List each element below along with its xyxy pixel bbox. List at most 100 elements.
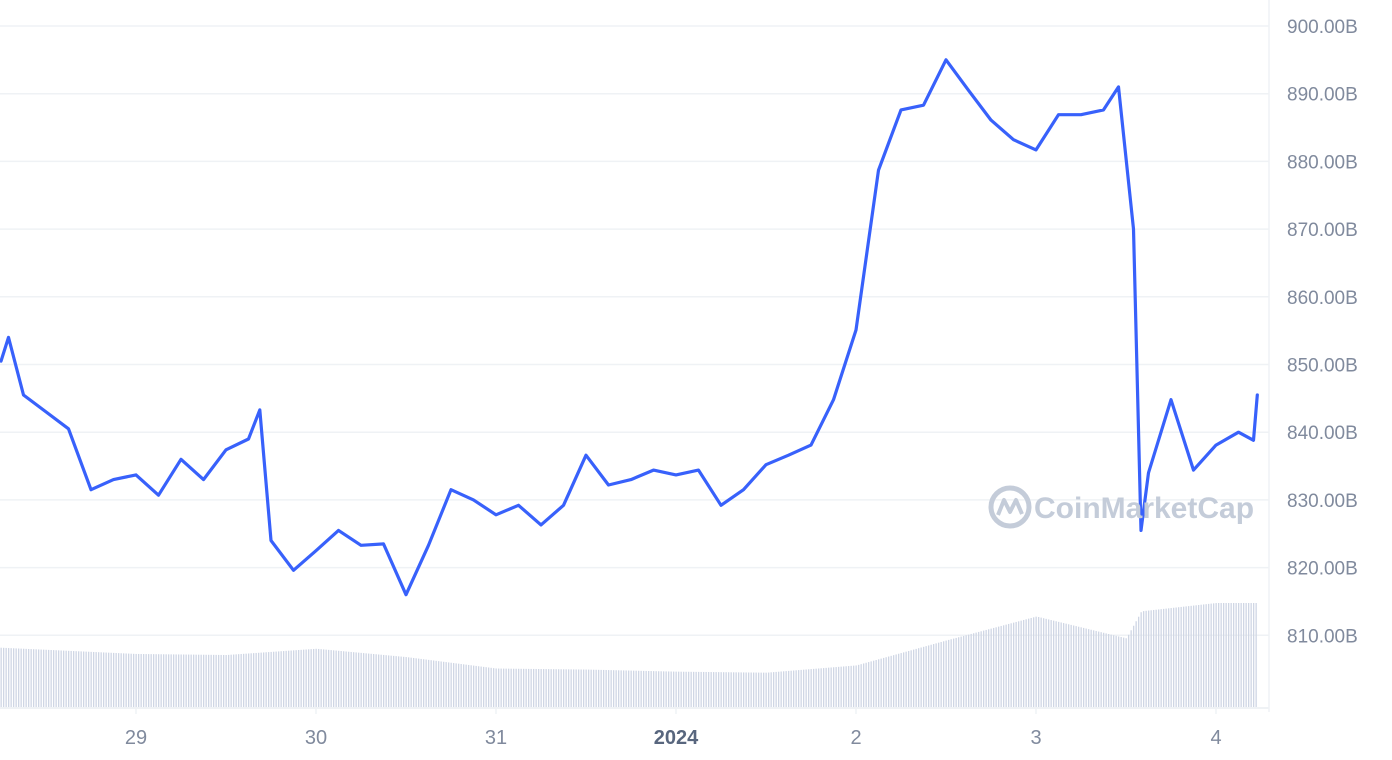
y-tick-label: 900.00B	[1287, 17, 1358, 38]
volume-bar	[393, 655, 395, 707]
volume-bar	[593, 669, 595, 707]
volume-bar	[488, 667, 490, 707]
volume-bar	[38, 649, 40, 707]
volume-bar	[95, 652, 97, 707]
volume-bar	[848, 666, 850, 707]
volume-bar	[368, 653, 370, 707]
volume-bar	[468, 664, 470, 707]
volume-bar	[353, 652, 355, 707]
volume-bar	[503, 668, 505, 707]
volume-bar	[463, 664, 465, 707]
volume-bar	[788, 670, 790, 707]
volume-bar	[800, 669, 802, 707]
volume-bar	[190, 654, 192, 707]
volume-bar	[970, 633, 972, 707]
volume-bars	[0, 603, 1257, 707]
volume-bar	[690, 671, 692, 707]
volume-bar	[1248, 603, 1250, 707]
volume-bar	[120, 653, 122, 707]
volume-bar	[3, 647, 5, 707]
volume-bar	[88, 651, 90, 707]
volume-bar	[1190, 605, 1192, 707]
volume-bar	[1250, 603, 1252, 707]
volume-bar	[375, 654, 377, 707]
coinmarketcap-logo-icon	[988, 485, 1032, 529]
volume-bar	[313, 648, 315, 707]
volume-bar	[185, 654, 187, 707]
volume-bar	[138, 653, 140, 707]
volume-bar	[1145, 610, 1147, 707]
volume-bar	[1078, 626, 1080, 707]
volume-bar	[473, 665, 475, 707]
volume-bar	[25, 648, 27, 707]
volume-bar	[255, 652, 257, 707]
volume-bar	[778, 671, 780, 707]
volume-bar	[630, 670, 632, 707]
volume-bar	[1008, 623, 1010, 707]
volume-bar	[388, 655, 390, 707]
watermark-text: CoinMarketCap	[1034, 492, 1254, 525]
volume-bar	[895, 654, 897, 707]
volume-bar	[200, 654, 202, 707]
volume-bar	[1095, 630, 1097, 707]
volume-bar	[560, 669, 562, 707]
volume-bar	[540, 669, 542, 707]
volume-bar	[1128, 634, 1130, 707]
volume-bar	[45, 649, 47, 707]
volume-bar	[253, 653, 255, 707]
volume-bar	[363, 653, 365, 707]
volume-bar	[108, 652, 110, 707]
volume-bar	[890, 655, 892, 707]
volume-bar	[55, 650, 57, 707]
volume-bar	[348, 651, 350, 707]
volume-bar	[1188, 606, 1190, 707]
volume-bar	[973, 633, 975, 707]
volume-bar	[203, 654, 205, 707]
volume-bar	[888, 656, 890, 707]
volume-bar	[885, 657, 887, 707]
volume-bar	[945, 640, 947, 707]
volume-bar	[300, 649, 302, 707]
volume-bar	[360, 652, 362, 707]
volume-bar	[815, 668, 817, 707]
volume-bar	[1140, 612, 1142, 707]
volume-bar	[103, 652, 105, 707]
volume-bar	[785, 671, 787, 707]
volume-bar	[15, 648, 17, 707]
volume-bar	[1235, 603, 1237, 707]
y-tick-label: 820.00B	[1287, 559, 1358, 580]
volume-bar	[1100, 632, 1102, 707]
volume-bar	[428, 659, 430, 707]
volume-bar	[1090, 629, 1092, 707]
volume-bar	[860, 664, 862, 707]
volume-bar	[755, 672, 757, 707]
volume-bar	[28, 648, 30, 707]
volume-bar	[738, 672, 740, 707]
volume-bar	[995, 627, 997, 707]
volume-bar	[903, 652, 905, 707]
volume-bar	[328, 649, 330, 707]
volume-bar	[208, 654, 210, 707]
volume-bar	[1165, 608, 1167, 707]
volume-bar	[763, 672, 765, 707]
volume-bar	[238, 654, 240, 707]
volume-bar	[1158, 609, 1160, 707]
volume-bar	[855, 665, 857, 707]
volume-bar	[403, 656, 405, 707]
volume-bar	[1110, 634, 1112, 707]
volume-bar	[50, 650, 52, 707]
volume-bar	[1003, 625, 1005, 707]
volume-bar	[143, 654, 145, 707]
volume-bar	[485, 667, 487, 707]
volume-bar	[673, 671, 675, 707]
volume-bar	[525, 668, 527, 707]
volume-bar	[1178, 607, 1180, 707]
volume-bar	[58, 650, 60, 707]
y-tick-label: 850.00B	[1287, 356, 1358, 377]
volume-bar	[713, 672, 715, 707]
volume-bar	[563, 669, 565, 707]
volume-bar	[1240, 603, 1242, 707]
volume-bar	[163, 654, 165, 707]
volume-bar	[940, 641, 942, 707]
volume-bar	[958, 637, 960, 707]
